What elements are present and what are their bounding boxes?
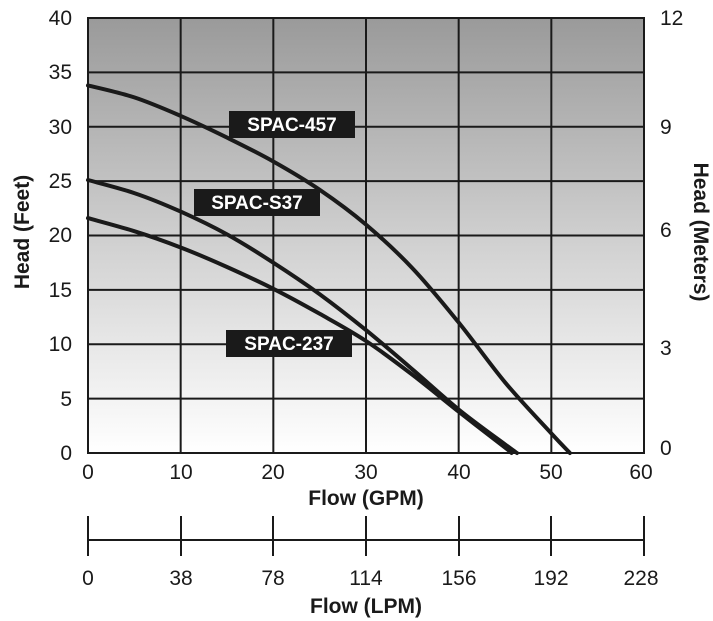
y-tick: 15 xyxy=(49,279,72,302)
gridlines xyxy=(88,18,644,453)
x2-tick: 38 xyxy=(169,567,192,590)
x-tick: 50 xyxy=(539,461,562,484)
series-label-spac-s37: SPAC-S37 xyxy=(194,189,320,216)
x2-tick: 114 xyxy=(349,567,383,590)
x2-tick: 78 xyxy=(261,567,284,590)
x2-tick: 228 xyxy=(623,567,658,590)
x2-tick: 156 xyxy=(441,567,476,590)
y-axis-title: Head (Feet) xyxy=(11,175,34,289)
series-curves xyxy=(86,83,572,455)
x-axis-ticks: 0 10 20 30 40 50 60 xyxy=(82,461,653,484)
x-tick: 10 xyxy=(169,461,192,484)
x2-tick: 0 xyxy=(82,567,94,590)
y-tick: 5 xyxy=(60,388,72,411)
y-tick: 30 xyxy=(49,116,72,139)
y-axis-left-ticks: 0 5 10 15 20 25 30 35 40 xyxy=(49,7,72,465)
y2-tick: 3 xyxy=(660,337,672,360)
y-tick: 25 xyxy=(49,170,72,193)
y-axis-right-ticks: 0 3 6 9 12 xyxy=(660,7,683,460)
series-line-spac-237 xyxy=(86,216,514,455)
y-tick: 40 xyxy=(49,7,72,30)
y-tick: 10 xyxy=(49,333,72,356)
x-tick: 20 xyxy=(261,461,284,484)
x-tick: 60 xyxy=(629,461,652,484)
x2-axis-title: Flow (LPM) xyxy=(310,595,422,618)
plot-frame xyxy=(87,17,645,454)
series-label-spac-457-text: SPAC-457 xyxy=(247,115,336,136)
x-tick: 40 xyxy=(447,461,470,484)
lpm-axis: 0 38 78 114 156 192 228 xyxy=(82,516,659,590)
series-label-spac-457: SPAC-457 xyxy=(229,111,355,138)
series-label-spac-237-text: SPAC-237 xyxy=(244,334,333,355)
x-tick: 0 xyxy=(82,461,94,484)
series-label-spac-s37-text: SPAC-S37 xyxy=(211,193,303,214)
y2-tick: 9 xyxy=(660,116,672,139)
y-tick: 35 xyxy=(49,61,72,84)
x2-tick: 192 xyxy=(533,567,568,590)
y2-tick: 0 xyxy=(660,437,672,460)
x-axis-title: Flow (GPM) xyxy=(308,487,423,510)
y2-axis-title: Head (Meters) xyxy=(689,163,712,302)
y-tick: 0 xyxy=(60,442,72,465)
y-tick: 20 xyxy=(49,224,72,247)
series-line-spac-457 xyxy=(86,83,572,455)
y2-tick: 12 xyxy=(660,7,683,30)
series-label-spac-237: SPAC-237 xyxy=(226,330,352,357)
x-tick: 30 xyxy=(354,461,377,484)
y2-tick: 6 xyxy=(660,219,672,242)
